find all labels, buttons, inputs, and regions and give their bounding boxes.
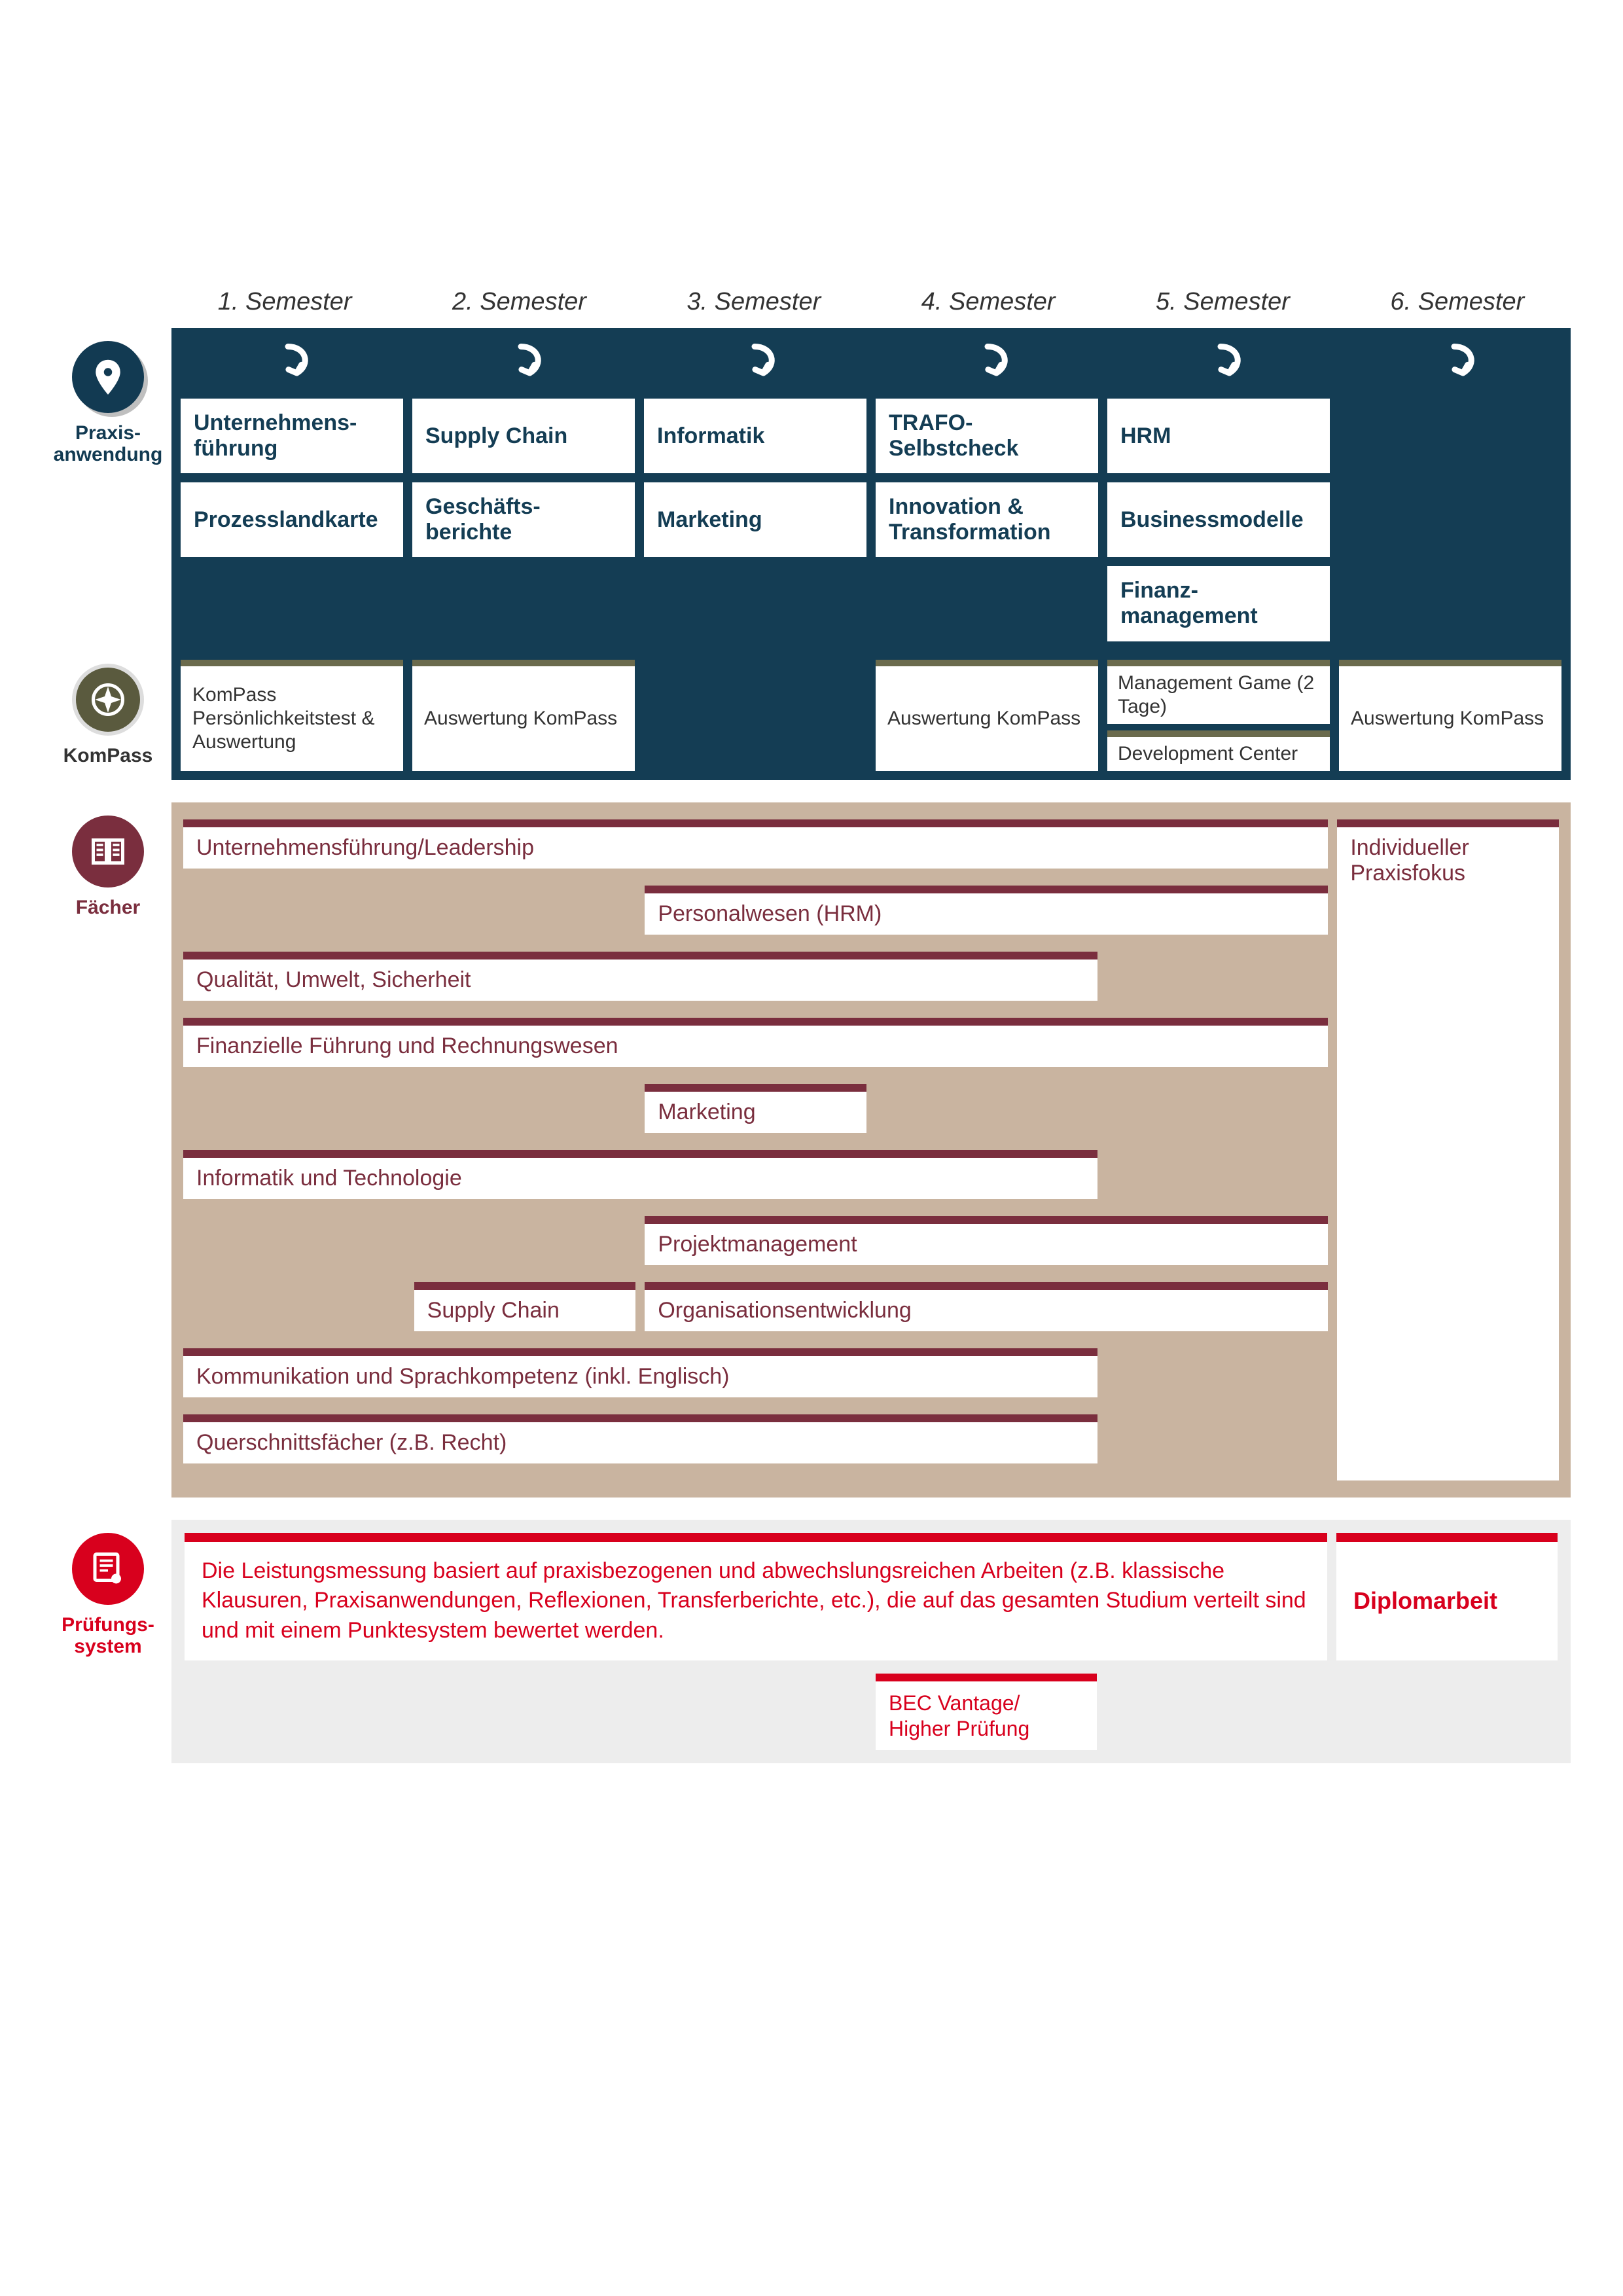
section-label-pruefung-text: Prüfungs- system — [62, 1614, 154, 1657]
pruefung-strip: Die Leistungsmessung basiert auf praxisb… — [171, 1520, 1571, 1763]
kompass-card: Management Game (2 Tage) — [1107, 660, 1330, 724]
subject-bar: Individueller Praxisfokus — [1337, 819, 1559, 1480]
praxis-card: Geschäfts- berichte — [412, 482, 635, 557]
subject-bar: Kommunikation und Sprachkompetenz (inkl.… — [183, 1348, 1097, 1397]
book-icon — [72, 816, 144, 888]
loop-arrow-icon — [404, 328, 637, 389]
kompass-card: Auswertung KomPass — [1339, 660, 1561, 771]
semester-4-header: 4. Semester — [875, 288, 1101, 328]
subject-bar: Informatik und Technologie — [183, 1150, 1097, 1199]
loop-arrow-icon — [638, 328, 871, 389]
arrow-row — [171, 328, 1571, 389]
semester-3-header: 3. Semester — [641, 288, 867, 328]
subject-bar: Projektmanagement — [645, 1216, 1328, 1265]
subject-bar: Organisationsentwicklung — [645, 1282, 1328, 1331]
subject-bar: Unternehmensführung/Leadership — [183, 819, 1328, 869]
praxis-card: Marketing — [644, 482, 866, 557]
kompass-card: Auswertung KomPass — [876, 660, 1098, 771]
curriculum-grid: 1. Semester 2. Semester 3. Semester 4. S… — [52, 288, 1571, 1763]
semester-2-header: 2. Semester — [406, 288, 632, 328]
subject-bar: Qualität, Umwelt, Sicherheit — [183, 952, 1097, 1001]
kompass-card: KomPass Persönlichkeitstest & Auswertung — [181, 660, 403, 771]
semester-1-header: 1. Semester — [171, 288, 398, 328]
section-label-praxis-text: Praxis- anwendung — [54, 422, 163, 465]
praxis-card: Prozesslandkarte — [181, 482, 403, 557]
praxis-card: Informatik — [644, 399, 866, 473]
section-label-kompass-text: KomPass — [63, 745, 153, 766]
section-label-faecher-text: Fächer — [76, 897, 140, 918]
loop-arrow-icon — [871, 328, 1104, 389]
subject-bar: Supply Chain — [414, 1282, 636, 1331]
praxis-card: Unternehmens- führung — [181, 399, 403, 473]
praxis-card: Innovation & Transformation — [876, 482, 1098, 557]
praxis-strip: Unternehmens- führung Supply Chain Infor… — [171, 328, 1571, 651]
subject-bar: Finanzielle Führung und Rechnungswesen — [183, 1018, 1328, 1067]
section-label-faecher: Fächer — [52, 802, 164, 1498]
section-label-kompass: KomPass — [52, 651, 164, 780]
subject-bar: Querschnittsfächer (z.B. Recht) — [183, 1414, 1097, 1463]
praxis-card: TRAFO- Selbstcheck — [876, 399, 1098, 473]
kompass-card: Development Center — [1107, 730, 1330, 771]
faecher-strip: Unternehmensführung/Leadership Individue… — [171, 802, 1571, 1498]
loop-arrow-icon — [1338, 328, 1571, 389]
loop-arrow-icon — [1104, 328, 1337, 389]
subject-bar: Personalwesen (HRM) — [645, 886, 1328, 935]
kompass-strip: KomPass Persönlichkeitstest & Auswertung… — [171, 651, 1571, 780]
loop-arrow-icon — [171, 328, 404, 389]
bec-card: BEC Vantage/ Higher Prüfung — [876, 1674, 1097, 1750]
section-label-praxis: Praxis- anwendung — [52, 328, 164, 651]
praxis-card: HRM — [1107, 399, 1330, 473]
diplom-card: Diplomarbeit — [1336, 1533, 1558, 1661]
praxis-card: Finanz- management — [1107, 566, 1330, 641]
semester-6-header: 6. Semester — [1344, 288, 1571, 328]
assessment-text: Die Leistungsmessung basiert auf praxisb… — [185, 1533, 1327, 1661]
section-label-pruefung: Prüfungs- system — [52, 1520, 164, 1763]
certificate-icon — [72, 1533, 144, 1605]
praxis-card: Supply Chain — [412, 399, 635, 473]
kompass-card: Auswertung KomPass — [412, 660, 635, 771]
praxis-card: Businessmodelle — [1107, 482, 1330, 557]
semester-5-header: 5. Semester — [1109, 288, 1336, 328]
compass-icon — [72, 664, 144, 736]
map-pin-icon — [72, 341, 144, 413]
subject-bar: Marketing — [645, 1084, 866, 1133]
